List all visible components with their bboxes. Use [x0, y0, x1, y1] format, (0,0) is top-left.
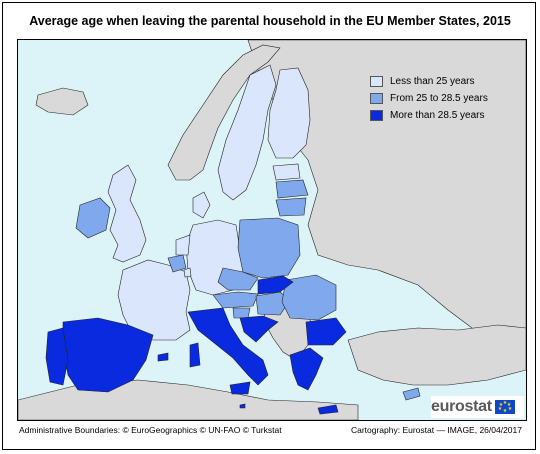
poland: [237, 217, 301, 279]
united-kingdom: [107, 164, 147, 263]
latvia: [275, 179, 309, 199]
legend-item-25-to-28-5: From 25 to 28.5 years: [370, 90, 488, 107]
malta: [239, 403, 246, 409]
luxembourg: [183, 267, 192, 278]
romania: [281, 274, 337, 321]
estonia: [272, 163, 301, 181]
greek-islands: [317, 404, 339, 415]
eu-flag-icon: ★ ★ ★ ★ ★ ★: [494, 400, 515, 414]
sicily: [229, 381, 251, 395]
italy: [187, 307, 269, 386]
legend-swatch-medium: [370, 93, 383, 104]
portugal: [45, 327, 69, 386]
balearic-islands: [157, 352, 169, 362]
finland: [267, 67, 311, 159]
turkey-land: [347, 324, 526, 386]
map-title: Average age when leaving the parental ho…: [29, 14, 511, 28]
legend-label: From 25 to 28.5 years: [390, 93, 488, 104]
legend-swatch-dark: [370, 110, 383, 121]
legend-item-less-than-25: Less than 25 years: [370, 73, 488, 90]
czech-republic: [217, 267, 259, 291]
sweden: [217, 64, 277, 201]
europe-map: [18, 40, 526, 420]
footer-cartography-credit: Cartography: Eurostat — IMAGE, 26/04/201…: [350, 425, 522, 435]
legend-label: Less than 25 years: [390, 76, 475, 87]
greece: [289, 347, 324, 391]
slovakia: [257, 275, 294, 295]
eurostat-logo: eurostat ★ ★ ★ ★ ★ ★: [431, 396, 524, 418]
austria: [212, 291, 259, 309]
bulgaria: [305, 317, 347, 346]
legend-swatch-light: [370, 76, 383, 87]
iceland-land: [35, 87, 89, 116]
legend-label: More than 28.5 years: [390, 110, 485, 121]
footer-boundaries-credit: Administrative Boundaries: © EuroGeograp…: [19, 425, 282, 435]
norway-land: [167, 44, 281, 181]
cyprus: [402, 387, 421, 401]
slovenia: [232, 307, 251, 319]
sardinia: [189, 342, 201, 368]
legend-item-more-than-28-5: More than 28.5 years: [370, 107, 488, 124]
lithuania: [275, 197, 307, 217]
ireland: [75, 197, 111, 239]
belgium: [167, 254, 187, 273]
netherlands: [175, 234, 191, 256]
croatia: [239, 315, 279, 343]
france: [117, 259, 191, 341]
map-area: [17, 39, 527, 421]
map-legend: Less than 25 years From 25 to 28.5 years…: [370, 73, 488, 124]
logo-text: eurostat: [431, 398, 492, 415]
denmark: [192, 191, 211, 219]
